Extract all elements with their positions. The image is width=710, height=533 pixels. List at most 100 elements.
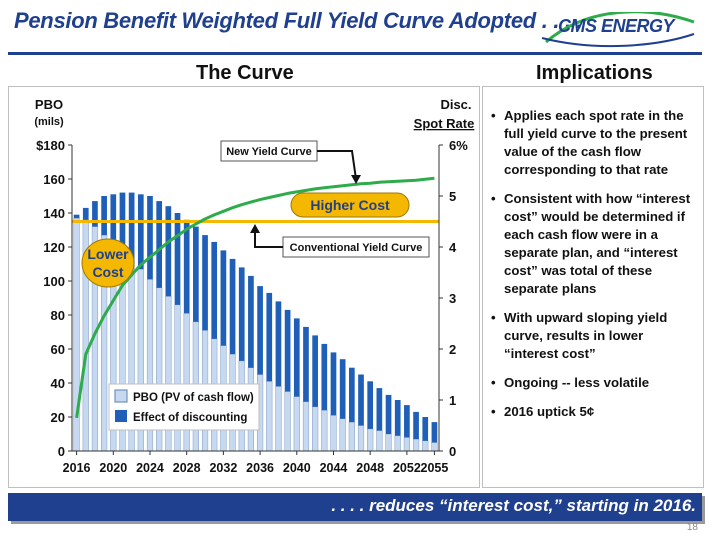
right-axis-subtitle: Spot Rate (414, 116, 475, 131)
footer-text: . . . . reduces “interest cost,” startin… (331, 496, 696, 515)
legend-swatch-pbo (114, 389, 128, 403)
x-tick-label: 2024 (136, 461, 164, 475)
bar-discounting (284, 309, 291, 392)
bar-discounting (431, 422, 438, 443)
annotation-higher-cost: Higher Cost (290, 192, 410, 218)
bar-pbo (422, 440, 429, 452)
bar-pbo (266, 381, 273, 452)
implication-item: Ongoing -- less volatile (491, 374, 697, 392)
conventional-arrow-icon (254, 231, 283, 248)
logo-swoosh-icon (541, 12, 695, 48)
left-tick-label: 40 (51, 376, 65, 391)
bar-discounting (238, 267, 245, 361)
lower-cost-line1: Lower (87, 246, 129, 262)
bar-pbo (275, 386, 282, 452)
x-tick-label: 2048 (356, 461, 384, 475)
new-yield-curve-line (75, 176, 435, 419)
bar-pbo (321, 409, 328, 452)
page-title: Pension Benefit Weighted Full Yield Curv… (14, 8, 583, 33)
x-tick-label: 2016 (63, 461, 91, 475)
higher-cost-label: Higher Cost (310, 197, 390, 213)
bar-discounting (220, 250, 227, 346)
implications-list: Applies each spot rate in the full yield… (491, 107, 697, 432)
left-tick-label: 160 (43, 172, 65, 187)
right-axis-title: Disc. (440, 97, 471, 112)
implication-item: Consistent with how “interest cost” woul… (491, 190, 697, 298)
bar-discounting (339, 359, 346, 419)
bar-discounting (101, 196, 107, 236)
implication-item: Applies each spot rate in the full yield… (491, 107, 697, 179)
annotation-lower-cost: Lower Cost (81, 238, 135, 288)
implication-item: With upward sloping yield curve, results… (491, 309, 697, 363)
bar-discounting (229, 258, 236, 355)
x-tick-label: 2020 (99, 461, 127, 475)
x-tick-label: 2028 (173, 461, 201, 475)
left-tick-label: 140 (43, 206, 65, 221)
bar-pbo (367, 428, 374, 452)
bar-pbo (403, 437, 410, 452)
bar-discounting (358, 374, 364, 426)
header: Pension Benefit Weighted Full Yield Curv… (0, 0, 710, 58)
bar-discounting (367, 381, 374, 429)
bar-discounting (193, 226, 199, 322)
bar-discounting (422, 417, 429, 441)
new-curve-arrow-icon (317, 150, 357, 180)
logo: CMS ENERGY (558, 16, 675, 36)
bar-discounting (211, 241, 218, 339)
axes: $180 160 140 120 100 80 60 40 20 0 6% 5 4 3 2 1 0 2016 202… (36, 138, 468, 475)
left-tick-label: 0 (58, 444, 65, 459)
right-tick-label: 0 (449, 444, 456, 459)
bar-pbo (302, 401, 310, 452)
bar-discounting (128, 192, 135, 261)
bar-pbo (412, 438, 420, 452)
bar-discounting (73, 214, 80, 219)
bar-discounting (376, 388, 383, 431)
implication-item: 2016 uptick 5¢ (491, 403, 697, 421)
curve-heading: The Curve (196, 62, 294, 84)
left-tick-label: 80 (51, 308, 65, 323)
left-tick-label: 20 (51, 410, 65, 425)
bar-discounting (275, 301, 282, 387)
legend: PBO (PV of cash flow) Effect of discount… (108, 383, 260, 431)
bar-discounting (303, 326, 309, 402)
right-tick-label: 3 (449, 291, 456, 306)
page-number: 18 (686, 522, 698, 533)
x-tick-label: 2036 (246, 461, 274, 475)
bar-pbo (330, 415, 337, 452)
bar-discounting (330, 352, 337, 416)
bar-pbo (357, 425, 365, 452)
implications-heading: Implications (536, 62, 653, 84)
bar-discounting (82, 207, 89, 220)
legend-label-discounting: Effect of discounting (133, 412, 247, 424)
bar-discounting (348, 367, 355, 423)
bar-pbo (348, 421, 355, 452)
bar-discounting (312, 335, 318, 407)
footer-banner: . . . . reduces “interest cost,” startin… (8, 493, 702, 521)
line-series (72, 176, 439, 419)
implications-panel: Applies each spot rate in the full yield… (482, 86, 704, 488)
bar-discounting (321, 343, 328, 411)
left-tick-label: 120 (43, 240, 65, 255)
legend-label-pbo: PBO (PV of cash flow) (133, 392, 254, 404)
bar-pbo (339, 418, 346, 452)
x-tick-label: 2052 (393, 461, 421, 475)
bar-discounting (248, 275, 254, 368)
bar-discounting (293, 318, 300, 397)
x-tick-label: 2044 (320, 461, 348, 475)
bar-discounting (404, 405, 410, 438)
x-tick-label: 2055 (421, 461, 449, 475)
annotation-conventional: Conventional Yield Curve (250, 224, 430, 258)
bar-discounting (110, 194, 117, 244)
bar-pbo (431, 442, 438, 452)
annotation-new-curve: New Yield Curve (220, 140, 361, 184)
bar-discounting (394, 400, 401, 436)
bar-discounting (202, 235, 208, 331)
bar-discounting (413, 411, 419, 440)
bar-pbo (376, 430, 383, 452)
bar-pbo (385, 433, 392, 452)
bar-pbo (394, 435, 401, 452)
annotation-new-curve-label: New Yield Curve (226, 146, 312, 158)
left-tick-label: $180 (36, 138, 65, 153)
bar-discounting (183, 219, 190, 314)
chart-panel: PBO (mils) Disc. Spot Rate $180 160 140 120… (8, 86, 480, 488)
